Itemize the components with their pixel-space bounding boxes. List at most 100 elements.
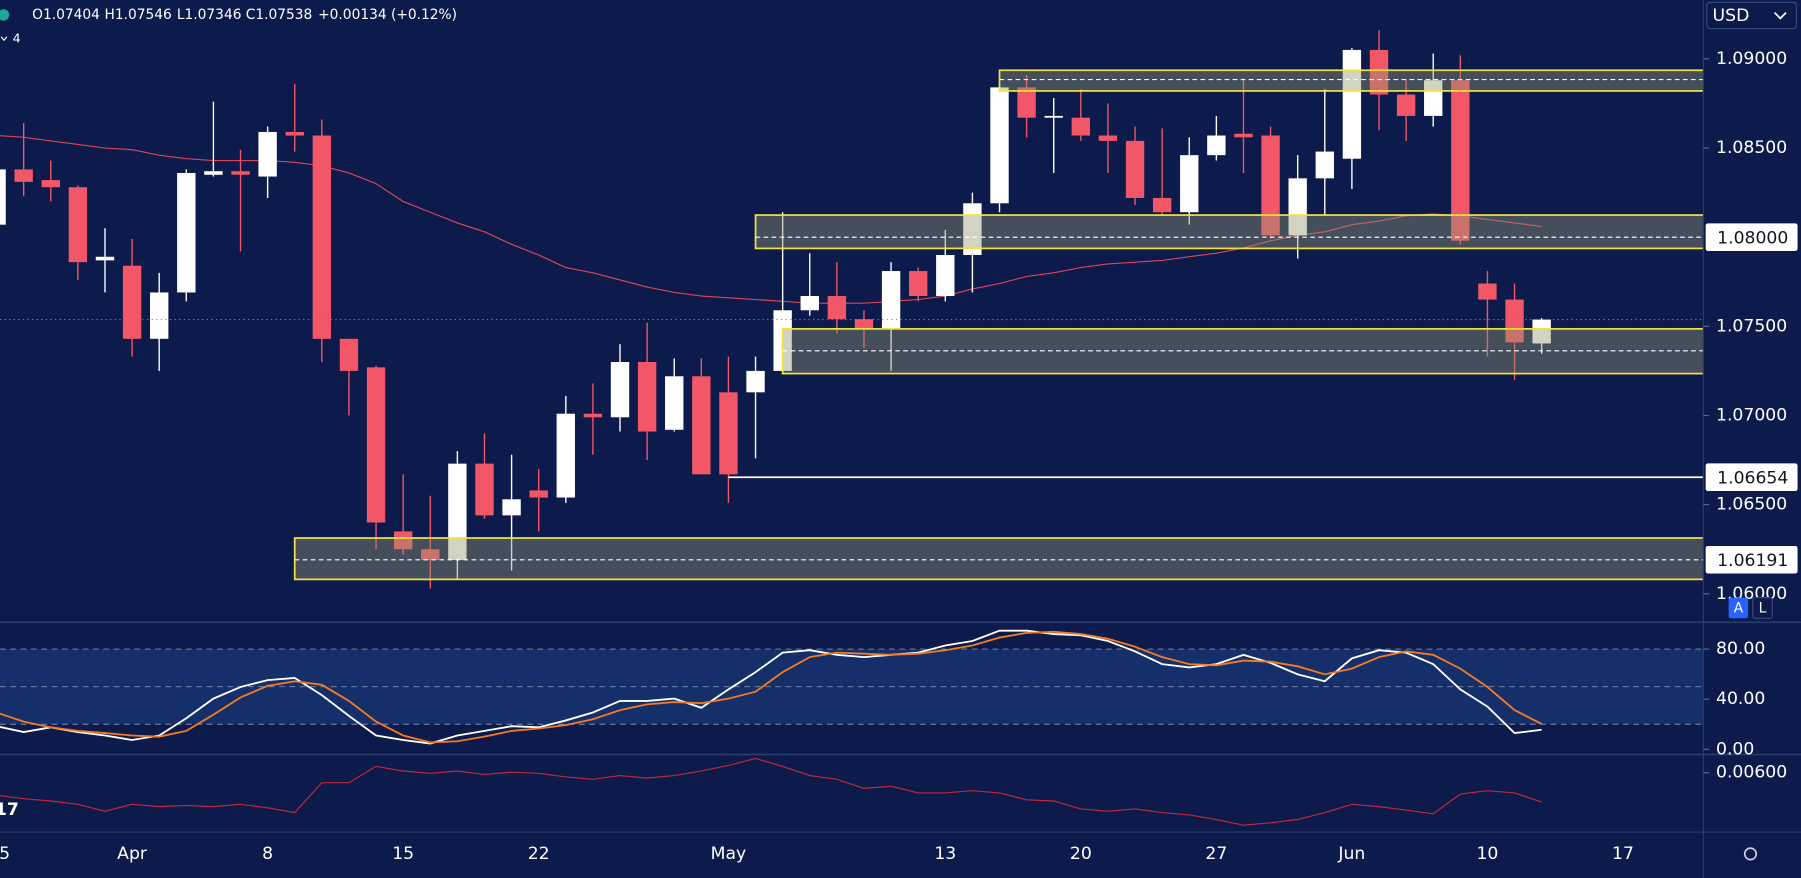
- candle-body: [1234, 133, 1253, 138]
- candle-body: [1125, 140, 1145, 198]
- y-tick-label: 1.07000: [1716, 405, 1787, 425]
- candle-body: [583, 413, 603, 418]
- candle-body: [1071, 117, 1091, 136]
- auto-scale-button[interactable]: [1728, 597, 1749, 619]
- candle-body: [1288, 178, 1307, 236]
- candle-body: [150, 292, 169, 339]
- x-tick-label: 15: [392, 844, 414, 864]
- candle-body: [339, 338, 359, 371]
- currency-text: USD: [1713, 6, 1750, 26]
- candle-body: [637, 362, 657, 432]
- close-text: C1.07538: [246, 7, 313, 23]
- log-scale-button[interactable]: [1752, 597, 1773, 619]
- candle-body: [285, 131, 304, 136]
- y-tick-label: 1.08500: [1716, 138, 1787, 158]
- candle-body: [1451, 80, 1470, 241]
- y-tick-label: 40.00: [1716, 689, 1765, 709]
- symbol-icon: [0, 9, 10, 21]
- collapse-chevron[interactable]: [0, 36, 8, 42]
- x-tick-label: Apr: [117, 844, 148, 864]
- candle-body: [1342, 49, 1362, 159]
- candle-body: [963, 203, 982, 256]
- candle-body: [41, 180, 60, 188]
- zone: [998, 69, 1704, 92]
- oscillator-pane: [0, 629, 1704, 745]
- candle-body: [258, 131, 277, 177]
- candle-body: [1207, 135, 1226, 156]
- y-tick-label: 1.09000: [1716, 49, 1787, 69]
- zone: [754, 214, 1704, 250]
- candle-body: [1505, 299, 1524, 343]
- x-tick-label: 17: [1612, 844, 1634, 864]
- price-tag: [1705, 223, 1798, 251]
- candle-body: [1369, 49, 1389, 95]
- zone: [293, 537, 1704, 581]
- candle-body: [908, 271, 928, 297]
- candle-body: [502, 499, 521, 516]
- change-text: +0.00134 (+0.12%): [318, 7, 457, 23]
- y-tick-label: 1.06000: [1716, 584, 1787, 604]
- candle-body: [1532, 319, 1551, 344]
- candle-body: [122, 265, 142, 339]
- candle-body: [1478, 283, 1497, 300]
- candle-body: [881, 271, 901, 329]
- price-tag: [1705, 545, 1798, 574]
- candle-body: [1396, 94, 1416, 116]
- high-text: H1.07546: [105, 7, 172, 23]
- candle-body: [1424, 80, 1443, 116]
- candle-body: [529, 490, 548, 498]
- y-tick-label: 80.00: [1716, 639, 1765, 659]
- moving-average: [0, 135, 1542, 304]
- x-tick-label: 20: [1070, 844, 1092, 864]
- candle-body: [421, 549, 440, 560]
- x-tick-label: 5: [0, 844, 10, 864]
- currency-button[interactable]: [1706, 1, 1797, 30]
- y-tick-label: 0.00: [1716, 739, 1754, 759]
- price-pane: [0, 30, 1704, 589]
- candle-body: [800, 296, 819, 311]
- candle-body: [1180, 155, 1199, 213]
- candle-body: [1098, 135, 1118, 141]
- settings-icon[interactable]: [1743, 847, 1758, 861]
- x-tick-label: 8: [262, 844, 273, 864]
- candle-body: [177, 172, 196, 293]
- candle-body: [448, 463, 467, 560]
- indicator-pane: [0, 757, 1542, 826]
- candle-body: [1152, 197, 1172, 213]
- candle-body: [1044, 115, 1063, 118]
- candle-body: [95, 256, 115, 261]
- candle-body: [1261, 135, 1280, 236]
- candle-body: [692, 376, 711, 475]
- candle-body: [204, 171, 223, 175]
- price-tag-label: 1.06191: [1717, 551, 1788, 571]
- indicator-line: [0, 757, 1542, 826]
- candle-body: [936, 255, 955, 297]
- candle-body: [14, 169, 33, 182]
- indicator-count: 4: [13, 31, 21, 46]
- y-tick-label: 1.07500: [1716, 316, 1787, 336]
- x-tick-label: May: [711, 844, 747, 864]
- price-tag-label: 1.06654: [1717, 468, 1788, 488]
- candle-body: [231, 171, 250, 175]
- y-tick-label: 0.00600: [1716, 763, 1787, 783]
- candle-body: [0, 169, 6, 225]
- candle-body: [719, 392, 738, 475]
- candle-body: [746, 370, 765, 393]
- candle-body: [854, 319, 874, 329]
- candle-body: [393, 531, 413, 550]
- open-text: O1.07404: [32, 7, 100, 23]
- price-tag-label: 1.08000: [1717, 228, 1788, 248]
- candle-body: [475, 463, 494, 516]
- candle-body: [68, 187, 88, 263]
- y-tick-label: 1.06500: [1716, 495, 1787, 515]
- x-tick-label: 22: [528, 844, 550, 864]
- candle-body: [312, 135, 332, 339]
- indicator-line: [0, 630, 1543, 744]
- x-tick-label: 27: [1205, 844, 1227, 864]
- candle-body: [1315, 151, 1334, 179]
- x-tick-label: Jun: [1337, 844, 1365, 864]
- log-scale-text: L: [1759, 601, 1767, 617]
